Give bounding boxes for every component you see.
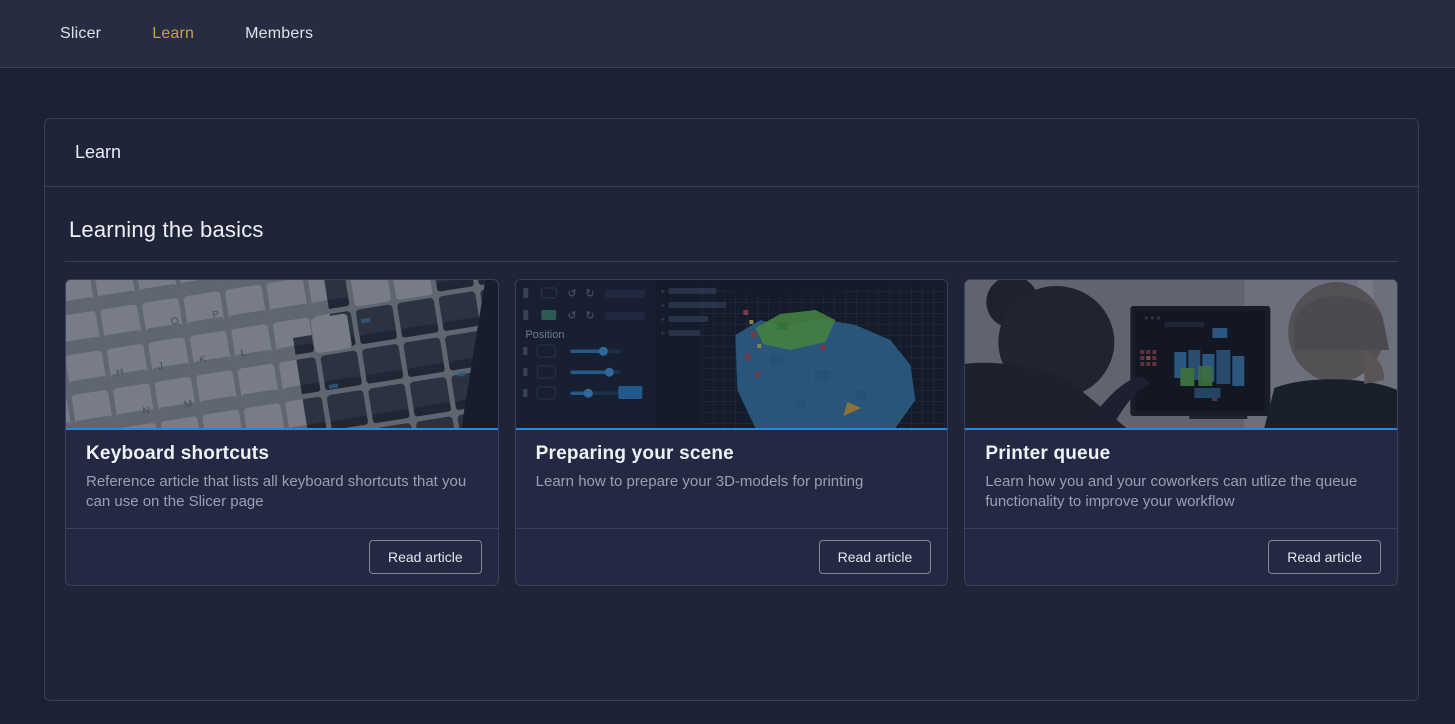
card-footer: Read article [965,528,1397,585]
printer-queue-illustration [965,280,1397,428]
printer-queue-photo-image [965,280,1397,430]
svg-text:+: + [660,287,665,296]
card-footer: Read article [515,528,948,585]
svg-text:↺: ↺ [567,310,576,322]
read-article-button[interactable]: Read article [368,540,482,574]
card-preparing-your-scene: ↺ ↻ ↺ ↻ Position [514,279,949,586]
svg-text:L: L [240,347,248,359]
keyboard-photo-image: H J K L O P N M [66,280,498,430]
svg-text:↻: ↻ [585,310,594,322]
apply-button[interactable] [617,386,642,399]
card-body: Keyboard shortcuts Reference article tha… [66,430,498,528]
learn-panel: Learn Learning the basics [44,118,1419,701]
svg-text:+: + [660,315,665,324]
card-title: Printer queue [985,443,1111,464]
undo-icon[interactable]: ↺ [567,288,576,300]
article-cards-row: H J K L O P N M [65,279,1398,586]
card-body: Printer queue Learn how you and your cow… [965,430,1397,528]
svg-text:P: P [212,309,221,321]
card-description: Reference article that lists all keyboar… [86,473,467,510]
slicer-scene-image: ↺ ↻ ↺ ↻ Position [515,280,948,430]
card-footer: Read article [66,528,498,585]
svg-text:+: + [660,301,665,310]
card-description: Learn how to prepare your 3D-models for … [535,473,864,490]
card-printer-queue: Printer queue Learn how you and your cow… [964,279,1398,586]
card-keyboard-shortcuts: H J K L O P N M [65,279,499,586]
svg-text:M: M [183,399,193,411]
svg-text:K: K [198,354,207,366]
redo-icon[interactable]: ↻ [585,288,594,300]
position-panel-label: Position [525,329,564,341]
panel-body: Learning the basics [45,187,1418,586]
card-description: Learn how you and your coworkers can utl… [985,473,1358,510]
svg-text:J: J [157,361,164,373]
nav-tab-members[interactable]: Members [245,24,314,42]
svg-text:O: O [170,316,180,328]
keyboard-photo-illustration: H J K L O P N M [66,280,498,428]
panel-title: Learn [45,119,1418,187]
top-navbar: Slicer Learn Members [0,0,1455,68]
svg-text:+: + [660,329,665,338]
read-article-button[interactable]: Read article [1268,540,1381,574]
svg-text:N: N [142,405,151,417]
nav-tab-slicer[interactable]: Slicer [60,24,102,42]
z-slider[interactable] [522,386,642,400]
read-article-button[interactable]: Read article [818,540,932,574]
svg-text:H: H [115,367,124,379]
gizmo-arrow [842,402,861,416]
page-content: Learn Learning the basics [0,68,1455,701]
nav-tab-learn[interactable]: Learn [152,24,195,42]
card-title: Keyboard shortcuts [86,443,270,464]
card-body: Preparing your scene Learn how to prepar… [516,430,948,528]
slicer-scene-illustration: ↺ ↻ ↺ ↻ Position [515,280,948,428]
section-title: Learning the basics [69,217,264,242]
x-slider[interactable] [522,344,620,358]
y-slider[interactable] [522,365,620,379]
section-divider [65,261,1398,262]
card-title: Preparing your scene [535,443,734,464]
main-nav: Slicer Learn Members [60,25,313,43]
